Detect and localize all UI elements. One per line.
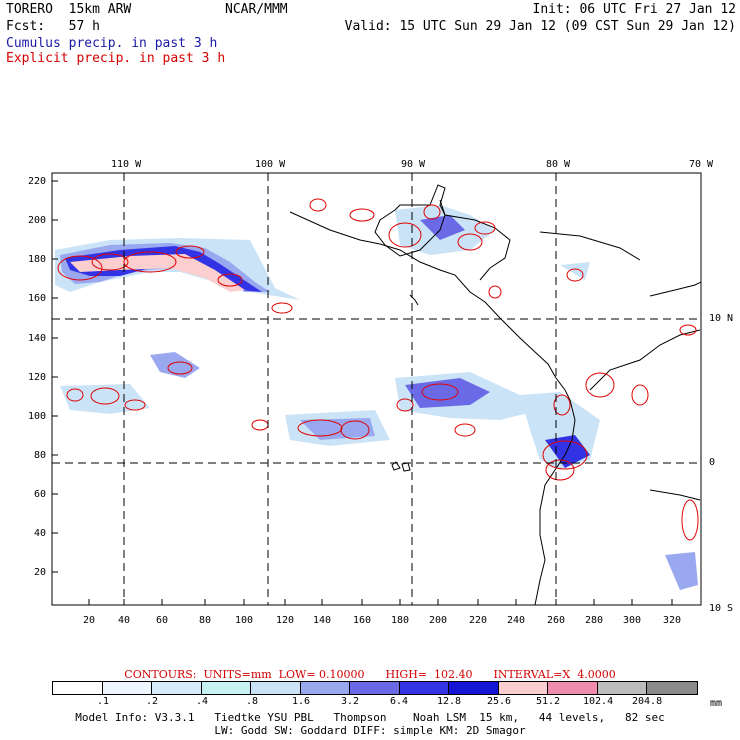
lat-label-10s: 10 S: [709, 603, 734, 614]
cumulus-precip-shading: [55, 205, 698, 590]
x-tick-60: 60: [156, 615, 169, 626]
legend-label: .8: [246, 696, 259, 707]
x-tick-100: 100: [235, 615, 254, 626]
legend-swatch: [102, 682, 152, 694]
map-frame: [51, 172, 702, 606]
legend-swatch: [251, 682, 301, 694]
legend-label: 102.4: [583, 696, 614, 707]
x-tick-160: 160: [353, 615, 372, 626]
legend-swatch: [300, 682, 350, 694]
lon-label-80w: 80 W: [546, 159, 571, 170]
legend-label: 204.8: [632, 696, 663, 707]
legend-label: 3.2: [341, 696, 360, 707]
graticule: [52, 173, 701, 605]
lat-label-10n: 10 N: [709, 313, 734, 324]
x-tick-300: 300: [623, 615, 642, 626]
legend-swatch: [647, 682, 697, 694]
legend-swatch: [53, 682, 103, 694]
x-tick-180: 180: [391, 615, 410, 626]
legend-label: 51.2: [536, 696, 561, 707]
y-tick-120: 120: [28, 372, 47, 383]
legend-swatch: [548, 682, 598, 694]
x-tick-280: 280: [585, 615, 604, 626]
legend-swatch: [399, 682, 449, 694]
y-tick-100: 100: [28, 411, 47, 422]
color-legend: [52, 681, 698, 695]
init-time: Init: 06 UTC Fri 27 Jan 12: [532, 2, 737, 17]
y-tick-60: 60: [34, 489, 47, 500]
org-label: NCAR/MMM: [225, 2, 288, 17]
lon-label-100w: 100 W: [255, 159, 286, 170]
legend-swatch: [597, 682, 647, 694]
lon-label-90w: 90 W: [401, 159, 426, 170]
model-info-line1: Model Info: V3.3.1 Tiedtke YSU PBL Thomp…: [75, 711, 665, 724]
x-tick-220: 220: [469, 615, 488, 626]
legend-label: .1: [97, 696, 110, 707]
legend-label: .2: [146, 696, 159, 707]
explicit-legend-text: Explicit precip. in past 3 h: [6, 51, 226, 66]
x-tick-20: 20: [83, 615, 96, 626]
forecast-hour: Fcst: 57 h: [6, 19, 100, 34]
y-tick-140: 140: [28, 333, 47, 344]
model-info-line2: LW: Godd SW: Goddard DIFF: simple KM: 2D…: [214, 724, 526, 737]
y-tick-20: 20: [34, 567, 47, 578]
x-tick-240: 240: [507, 615, 526, 626]
x-tick-260: 260: [547, 615, 566, 626]
legend-label: 6.4: [390, 696, 409, 707]
y-tick-200: 200: [28, 215, 47, 226]
legend-label: .4: [196, 696, 209, 707]
legend-swatch: [201, 682, 251, 694]
valid-time: Valid: 15 UTC Sun 29 Jan 12 (09 CST Sun …: [344, 19, 736, 34]
legend-swatch: [498, 682, 548, 694]
y-tick-80: 80: [34, 450, 47, 461]
legend-unit: mm: [710, 698, 723, 709]
x-tick-200: 200: [429, 615, 448, 626]
y-tick-40: 40: [34, 528, 47, 539]
x-tick-80: 80: [199, 615, 212, 626]
legend-swatch: [152, 682, 202, 694]
legend-label: 12.8: [437, 696, 462, 707]
coastlines: [289, 184, 701, 605]
x-tick-120: 120: [276, 615, 295, 626]
lon-label-70w: 70 W: [689, 159, 714, 170]
lat-label-0: 0: [709, 457, 716, 468]
contours-info: CONTOURS: UNITS=mm LOW= 0.10000 HIGH= 10…: [124, 668, 616, 681]
x-tick-140: 140: [313, 615, 332, 626]
model-title: TORERO 15km ARW: [6, 2, 132, 17]
legend-swatch: [350, 682, 400, 694]
y-tick-220: 220: [28, 176, 47, 187]
legend-swatch: [449, 682, 499, 694]
lon-label-110w: 110 W: [111, 159, 142, 170]
cumulus-legend-text: Cumulus precip. in past 3 h: [6, 36, 218, 51]
y-tick-180: 180: [28, 254, 47, 265]
y-tick-160: 160: [28, 293, 47, 304]
explicit-precip-contours: [57, 198, 699, 541]
x-tick-320: 320: [663, 615, 682, 626]
x-tick-40: 40: [118, 615, 131, 626]
legend-label: 1.6: [292, 696, 311, 707]
legend-label: 25.6: [487, 696, 512, 707]
